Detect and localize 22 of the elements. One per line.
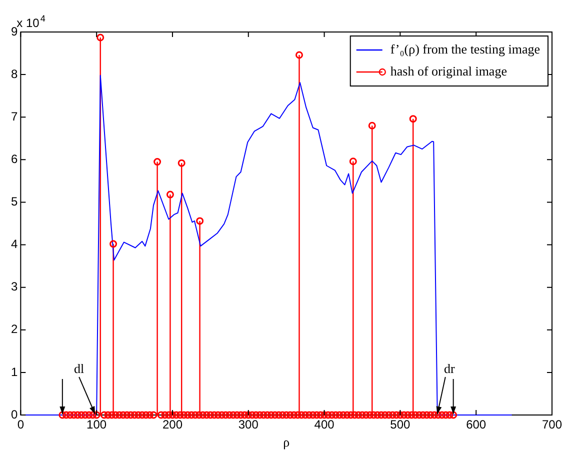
- y-tick-label: 6: [10, 152, 18, 166]
- legend-label: f’₀(ρ) from the testing image: [390, 41, 540, 56]
- annotation: dl: [74, 361, 84, 376]
- y-tick-label: 3: [10, 280, 18, 294]
- x-tick-label: 600: [466, 418, 486, 432]
- x-tick-label: 700: [542, 418, 562, 432]
- x-tick-label: 200: [162, 418, 183, 432]
- y-tick-label: 1: [10, 364, 18, 379]
- y-tick-label: 0: [10, 407, 18, 422]
- y-tick-label: 5: [10, 194, 18, 209]
- y-tick-label: 7: [10, 109, 18, 124]
- y-tick-label: 8: [10, 66, 18, 81]
- y-tick-label: 2: [10, 322, 18, 336]
- legend-label: hash of original image: [390, 63, 508, 78]
- annotation: dr: [444, 361, 456, 376]
- y-tick-label: 9: [10, 24, 18, 38]
- x-tick-label: 300: [238, 418, 259, 432]
- x-tick-label: 500: [390, 418, 411, 432]
- x-tick-label: 400: [314, 418, 335, 432]
- y-tick-label: 4: [10, 237, 18, 252]
- x-tick-label: 100: [86, 418, 107, 432]
- x-axis-title: ρ: [283, 434, 290, 450]
